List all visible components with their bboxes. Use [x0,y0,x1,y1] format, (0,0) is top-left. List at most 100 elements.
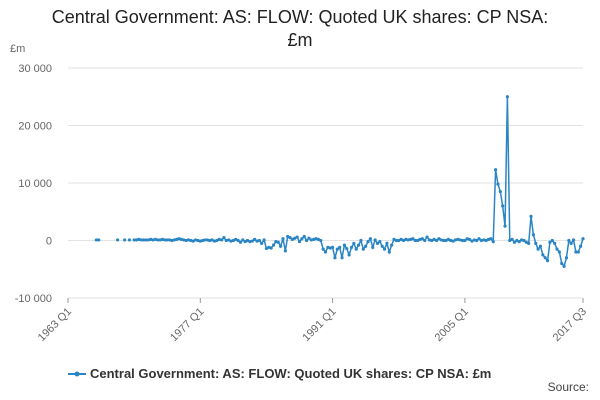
y-tick-label: 0 [46,236,52,248]
data-point [536,247,540,251]
data-point [342,243,346,247]
data-point [498,190,502,194]
data-point [541,253,545,257]
data-point [399,237,403,241]
data-point [234,237,238,241]
y-axis-unit: £m [10,43,25,55]
data-point [297,240,302,244]
data-point [215,238,219,243]
data-point [527,241,531,245]
data-point [347,253,351,257]
data-point [141,238,146,242]
data-point [165,238,169,242]
data-point [562,264,566,268]
data-point [430,238,434,243]
data-point [345,246,349,251]
data-point [352,241,356,245]
data-point [531,233,535,237]
data-point [279,244,283,248]
data-point [260,241,264,245]
data-point [581,237,585,241]
data-point [553,241,557,245]
data-point [368,237,372,241]
data-point [380,244,384,248]
data-point [330,245,335,249]
data-point [543,256,547,260]
data-point [116,238,120,242]
data-point [538,244,543,248]
data-point [139,238,143,242]
data-point [290,237,295,241]
data-point [569,241,573,245]
data-point [432,237,436,241]
data-point [338,245,342,249]
data-point [156,238,160,242]
data-point [529,214,533,218]
data-point [293,236,297,240]
data-point [382,247,387,251]
x-tick-label: 1991 Q1 [300,306,338,344]
data-point [468,237,472,241]
data-point [477,237,481,241]
data-point [262,238,266,242]
data-point [269,246,273,250]
data-point [444,238,448,243]
data-point [548,240,552,244]
y-tick-label: 10 000 [18,178,52,190]
data-point [522,238,526,243]
data-point [219,238,224,242]
data-point [144,238,148,242]
data-point [501,204,505,208]
data-point [392,237,396,241]
data-point [451,239,455,243]
data-point [571,238,576,242]
data-point [401,238,406,243]
data-point [446,237,450,241]
data-point [373,238,377,242]
data-point [470,239,474,243]
data-point [286,234,290,239]
data-point [361,247,365,251]
data-point [203,238,207,242]
data-point [413,238,417,243]
data-point [375,241,380,245]
data-point [302,234,306,239]
data-point [305,238,309,243]
data-point [411,237,415,241]
data-point [475,238,479,243]
data-point [371,245,375,249]
data-point [94,238,98,242]
data-point [222,236,226,240]
data-point [517,240,521,244]
data-point [579,244,583,248]
data-point [555,247,559,251]
data-point [245,238,250,243]
data-point [397,238,401,243]
data-point [319,238,323,243]
data-point [97,238,101,242]
data-point [335,247,339,251]
data-point [423,238,427,243]
data-point [323,250,328,254]
data-point [512,240,517,244]
data-point [333,256,337,260]
legend-marker [74,371,80,377]
data-point [276,240,280,244]
source: Source: [548,380,589,394]
y-tick-label: 30 000 [18,63,52,75]
data-point [281,237,285,241]
data-point [560,261,564,266]
data-point [127,238,132,242]
data-point [442,238,446,243]
data-point [515,238,519,243]
data-point [300,237,304,241]
data-point [231,238,235,243]
data-point [307,236,311,240]
x-tick-label: 2005 Q1 [433,306,471,344]
data-point [264,246,269,251]
data-point [236,238,240,243]
data-point [425,235,429,239]
data-point [123,238,127,242]
